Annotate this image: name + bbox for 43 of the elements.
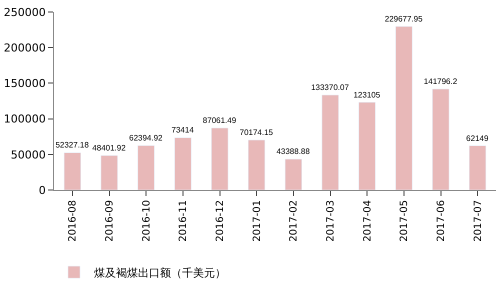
- x-tick-label: 2017-03: [326, 200, 336, 242]
- data-label: 73414: [172, 126, 194, 135]
- bar: [358, 102, 376, 190]
- data-label: 52327.18: [55, 140, 90, 150]
- data-label: 70174.15: [240, 128, 274, 138]
- data-label: 229677.95: [384, 14, 424, 24]
- x-tick-label: 2017-01: [252, 200, 263, 242]
- y-tick-label: 150000: [4, 77, 46, 90]
- bar: [64, 152, 81, 190]
- data-label: 123105: [353, 90, 381, 100]
- x-tick-label: 2017-06: [436, 200, 447, 242]
- bar: [138, 145, 155, 190]
- data-label: 62149: [466, 134, 489, 143]
- y-tick-label: 100000: [4, 112, 46, 126]
- bar: [100, 155, 118, 190]
- x-tick-label: 2016-09: [104, 200, 116, 242]
- x-tick-label: 2016-10: [141, 200, 152, 242]
- x-tick-label: 2016-12: [215, 200, 226, 242]
- data-label: 43388.88: [276, 147, 310, 156]
- x-tick-label: 2017-02: [288, 200, 300, 242]
- legend-label: 煤及褐煤出口额（千美元）: [94, 266, 226, 280]
- data-label: 133370.07: [311, 83, 350, 92]
- y-tick-label: 250000: [4, 6, 46, 19]
- data-label: 62394.92: [129, 134, 164, 143]
- bar: [322, 94, 339, 190]
- data-label: 141796.2: [424, 77, 458, 86]
- y-tick-label: 0: [38, 184, 46, 197]
- bar: [211, 128, 228, 190]
- x-tick-label: 2017-07: [472, 200, 484, 242]
- y-tick-label: 50000: [10, 148, 46, 162]
- data-label: 48401.92: [92, 144, 126, 153]
- x-tick-label: 2017-05: [399, 200, 410, 242]
- x-tick-label: 2017-04: [362, 200, 374, 242]
- y-tick-label: 200000: [4, 41, 46, 54]
- bar: [174, 137, 192, 190]
- x-tick-label: 2016-11: [178, 200, 190, 242]
- data-label: 87061.49: [202, 116, 237, 126]
- bar: [284, 158, 302, 190]
- bar: [248, 140, 266, 190]
- bar: [469, 146, 486, 190]
- bar: [395, 26, 412, 190]
- x-tick-label: 2016-08: [68, 200, 79, 242]
- bar: [432, 88, 450, 190]
